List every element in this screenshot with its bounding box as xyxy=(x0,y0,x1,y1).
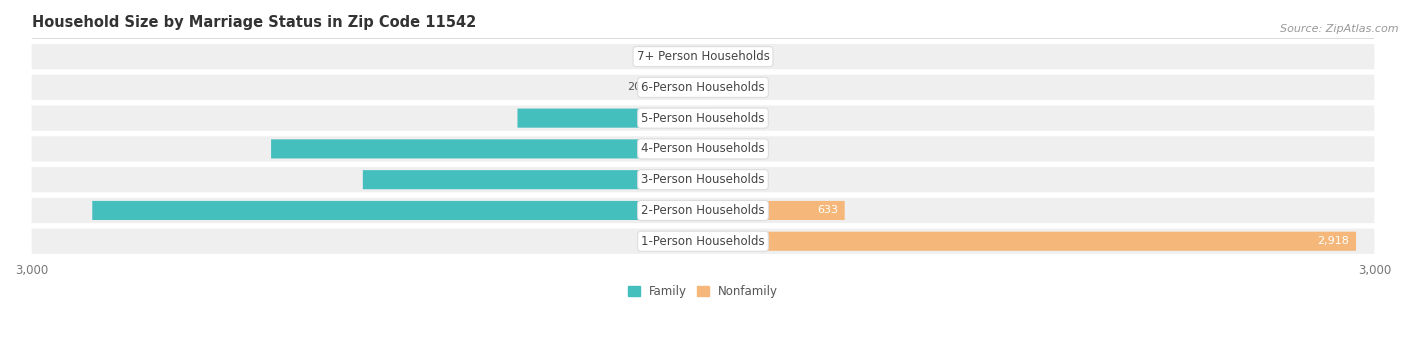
FancyBboxPatch shape xyxy=(31,228,1375,254)
Text: 0: 0 xyxy=(711,144,718,154)
Text: 203: 203 xyxy=(627,82,648,92)
Text: 2,729: 2,729 xyxy=(664,205,696,216)
FancyBboxPatch shape xyxy=(31,105,1375,131)
Legend: Family, Nonfamily: Family, Nonfamily xyxy=(623,280,783,303)
Text: 1-Person Households: 1-Person Households xyxy=(641,235,765,248)
FancyBboxPatch shape xyxy=(658,78,703,97)
Text: 6-Person Households: 6-Person Households xyxy=(641,81,765,94)
FancyBboxPatch shape xyxy=(703,170,724,189)
Text: 1,520: 1,520 xyxy=(665,175,696,185)
FancyBboxPatch shape xyxy=(31,136,1375,162)
Text: Source: ZipAtlas.com: Source: ZipAtlas.com xyxy=(1281,24,1399,34)
Text: 4-Person Households: 4-Person Households xyxy=(641,142,765,155)
Text: 60: 60 xyxy=(666,52,681,62)
Text: 829: 829 xyxy=(675,113,696,123)
Text: 633: 633 xyxy=(817,205,838,216)
FancyBboxPatch shape xyxy=(31,198,1375,223)
Text: 1,930: 1,930 xyxy=(665,144,696,154)
FancyBboxPatch shape xyxy=(703,108,713,128)
Text: 5-Person Households: 5-Person Households xyxy=(641,112,765,125)
Text: 2,918: 2,918 xyxy=(1317,236,1350,246)
FancyBboxPatch shape xyxy=(703,232,1355,251)
Text: 46: 46 xyxy=(723,113,737,123)
FancyBboxPatch shape xyxy=(703,201,845,220)
Text: 0: 0 xyxy=(711,52,718,62)
Text: 0: 0 xyxy=(711,82,718,92)
FancyBboxPatch shape xyxy=(689,47,703,66)
FancyBboxPatch shape xyxy=(93,201,703,220)
FancyBboxPatch shape xyxy=(363,170,703,189)
Text: 97: 97 xyxy=(734,175,748,185)
Text: Household Size by Marriage Status in Zip Code 11542: Household Size by Marriage Status in Zip… xyxy=(31,15,475,30)
Text: 2-Person Households: 2-Person Households xyxy=(641,204,765,217)
Text: 7+ Person Households: 7+ Person Households xyxy=(637,50,769,63)
FancyBboxPatch shape xyxy=(31,75,1375,100)
FancyBboxPatch shape xyxy=(31,167,1375,192)
Text: 3-Person Households: 3-Person Households xyxy=(641,173,765,186)
FancyBboxPatch shape xyxy=(517,108,703,128)
FancyBboxPatch shape xyxy=(31,44,1375,69)
FancyBboxPatch shape xyxy=(271,139,703,158)
